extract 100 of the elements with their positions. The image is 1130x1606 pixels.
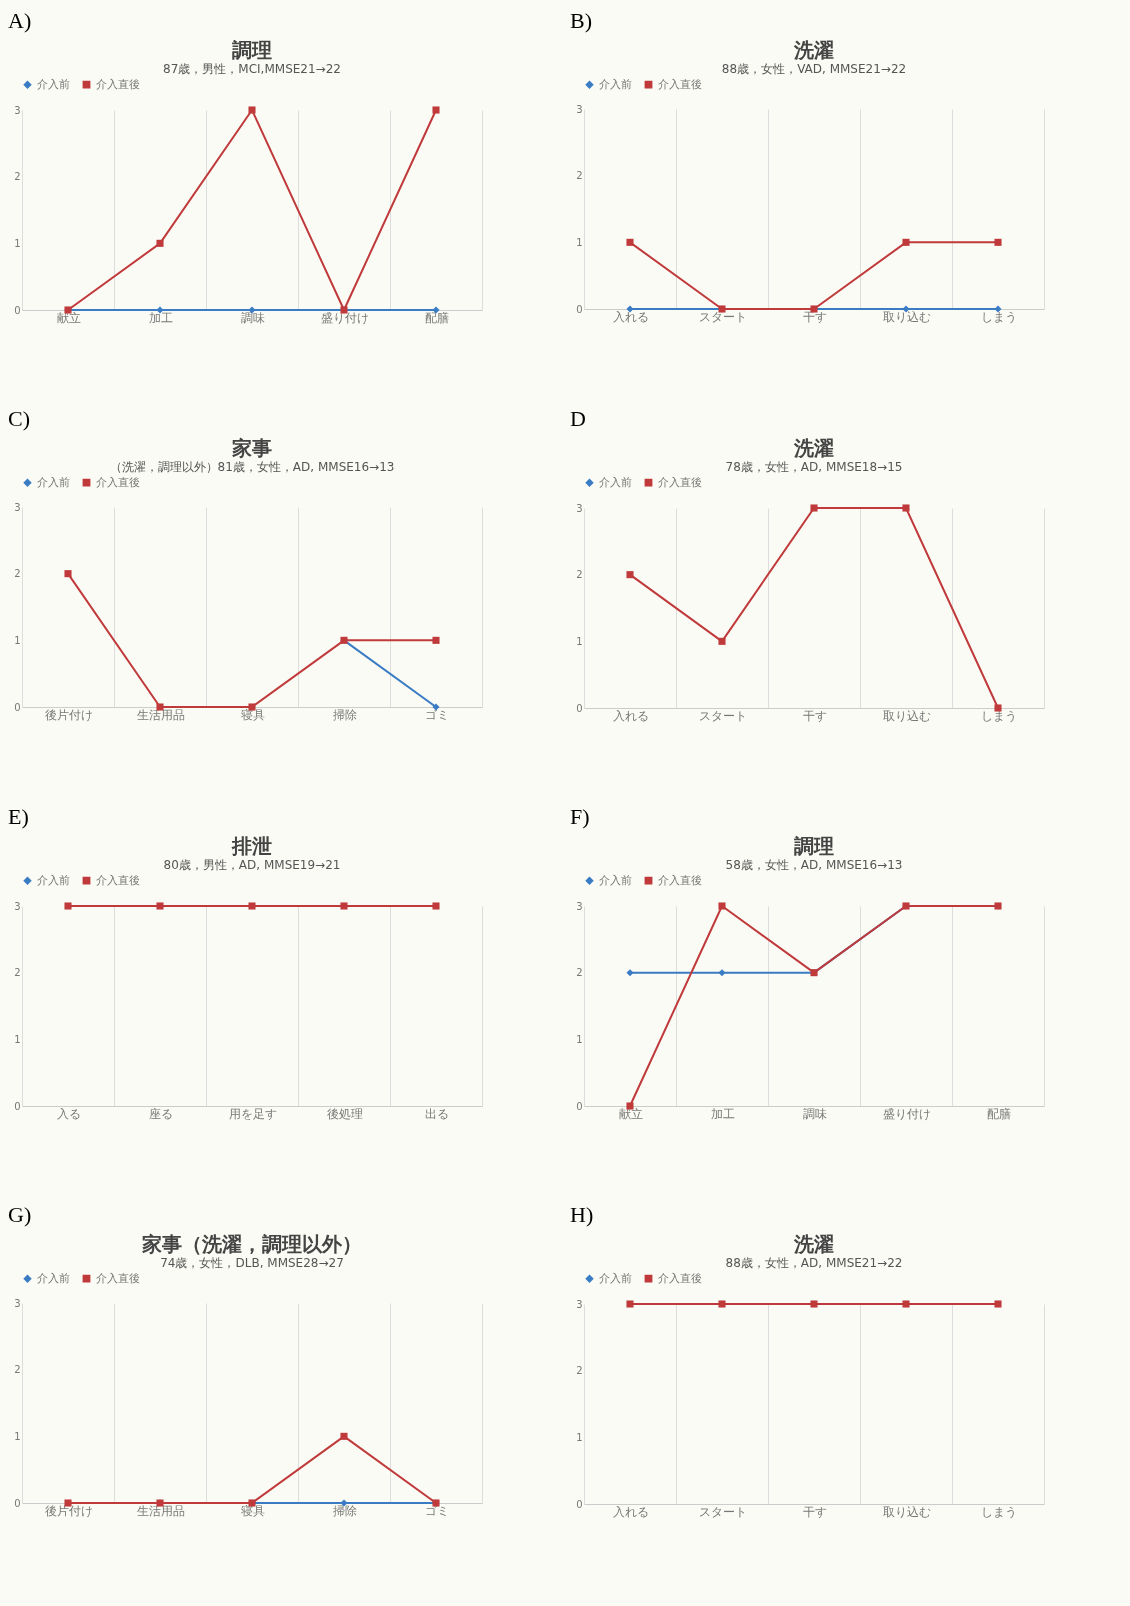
x-tick-label: 生活用品 xyxy=(136,707,185,722)
x-tick-label: 入る xyxy=(56,1106,81,1121)
x-tick-label: 用を足す xyxy=(228,1106,277,1121)
x-tick-label: ゴミ xyxy=(424,1503,449,1518)
x-tick-label: 入れる xyxy=(612,309,649,324)
y-tick-label: 0 xyxy=(14,1497,21,1509)
y-tick-label: 3 xyxy=(14,501,21,513)
x-tick-label: 寝具 xyxy=(240,1503,265,1518)
y-tick-label: 1 xyxy=(576,1033,583,1045)
y-tick-label: 2 xyxy=(576,967,583,979)
x-tick-label: 掃除 xyxy=(332,707,357,722)
legend-label: 介入直後 xyxy=(658,1271,702,1285)
legend-label: 介入前 xyxy=(599,1271,632,1285)
chart-subtitle: （洗濯，調理以外）81歳，女性，AD, MMSE16→13 xyxy=(109,460,395,474)
text: H) xyxy=(570,1202,595,1229)
x-tick-label: 座る xyxy=(148,1106,173,1121)
y-tick-label: 1 xyxy=(576,635,583,647)
y-tick-label: 3 xyxy=(576,1298,583,1310)
x-tick-label: 入れる xyxy=(612,1504,649,1519)
y-tick-label: 3 xyxy=(576,502,583,514)
legend-label: 介入直後 xyxy=(658,77,702,91)
x-tick-label: スタート xyxy=(698,1504,747,1519)
x-tick-label: ゴミ xyxy=(424,707,449,722)
x-tick-label: 干す xyxy=(802,1504,827,1519)
x-tick-label: 後片付け xyxy=(44,707,93,722)
y-tick-label: 0 xyxy=(576,303,583,315)
y-tick-label: 1 xyxy=(14,634,21,646)
legend-label: 介入前 xyxy=(37,873,70,887)
x-tick-label: スタート xyxy=(698,309,747,324)
chart-subtitle: 80歳，男性，AD, MMSE19→21 xyxy=(163,858,341,872)
legend-label: 介入前 xyxy=(599,475,632,489)
x-tick-label: 後片付け xyxy=(44,1503,93,1518)
chart-subtitle: 88歳，女性，AD, MMSE21→22 xyxy=(725,1256,903,1270)
x-tick-label: 干す xyxy=(802,309,827,324)
legend-label: 介入直後 xyxy=(658,873,702,887)
legend-label: 介入直後 xyxy=(96,475,140,489)
x-tick-label: スタート xyxy=(698,708,747,723)
x-tick-label: しまう xyxy=(980,309,1017,324)
text: A) xyxy=(8,8,33,35)
x-tick-label: 出る xyxy=(424,1106,449,1121)
x-tick-label: 配膳 xyxy=(986,1106,1011,1121)
x-tick-label: 配膳 xyxy=(424,310,449,325)
y-tick-label: 2 xyxy=(14,1364,21,1376)
chart-subtitle: 88歳，女性，VAD, MMSE21→22 xyxy=(721,62,907,76)
y-tick-label: 2 xyxy=(14,568,21,580)
y-tick-label: 2 xyxy=(576,170,583,182)
legend-label: 介入前 xyxy=(37,475,70,489)
x-tick-label: 掃除 xyxy=(332,1503,357,1518)
x-tick-label: 寝具 xyxy=(240,707,265,722)
y-tick-label: 0 xyxy=(576,1498,583,1510)
y-tick-label: 2 xyxy=(576,1365,583,1377)
x-tick-label: 盛り付け xyxy=(882,1106,931,1121)
chart-title: 調理 xyxy=(232,38,272,62)
x-tick-label: 盛り付け xyxy=(320,310,369,325)
legend-label: 介入前 xyxy=(599,77,632,91)
legend-label: 介入前 xyxy=(599,873,632,887)
y-tick-label: 3 xyxy=(14,900,21,912)
y-tick-label: 1 xyxy=(14,237,21,249)
x-tick-label: 献立 xyxy=(56,310,81,325)
x-tick-label: 取り込む xyxy=(882,708,931,723)
x-tick-label: 取り込む xyxy=(882,309,931,324)
legend-label: 介入直後 xyxy=(96,77,140,91)
chart-title: 調理 xyxy=(794,834,834,858)
x-tick-label: 生活用品 xyxy=(136,1503,185,1518)
y-tick-label: 1 xyxy=(576,236,583,248)
chart-subtitle: 74歳，女性，DLB, MMSE28→27 xyxy=(160,1256,344,1270)
x-tick-label: 調味 xyxy=(240,310,265,325)
chart-title: 排泄 xyxy=(231,834,272,858)
legend-label: 介入直後 xyxy=(658,475,702,489)
x-tick-label: しまう xyxy=(980,1504,1017,1519)
x-tick-label: 調味 xyxy=(802,1106,827,1121)
y-tick-label: 1 xyxy=(14,1033,21,1045)
y-tick-label: 0 xyxy=(14,1100,21,1112)
text: F) xyxy=(570,804,591,831)
x-tick-label: 入れる xyxy=(612,708,649,723)
text: G) xyxy=(8,1202,33,1229)
chart-title: 洗濯 xyxy=(793,38,834,62)
chart-subtitle: 58歳，女性，AD, MMSE16→13 xyxy=(725,858,903,872)
chart-title: 洗濯 xyxy=(793,436,834,460)
y-tick-label: 3 xyxy=(14,104,21,116)
text: B) xyxy=(570,8,593,35)
legend-label: 介入前 xyxy=(37,1271,70,1285)
x-tick-label: 献立 xyxy=(618,1106,643,1121)
y-tick-label: 1 xyxy=(576,1431,583,1443)
chart-subtitle: 87歳，男性，MCI,MMSE21→22 xyxy=(163,62,341,76)
text: C) xyxy=(8,406,31,433)
y-tick-label: 0 xyxy=(576,1100,583,1112)
y-tick-label: 0 xyxy=(14,701,21,713)
x-tick-label: 加工 xyxy=(148,310,173,325)
legend-label: 介入直後 xyxy=(96,873,140,887)
text: E) xyxy=(8,804,30,831)
y-tick-label: 2 xyxy=(576,569,583,581)
legend-label: 介入前 xyxy=(37,77,70,91)
x-tick-label: 加工 xyxy=(710,1106,735,1121)
x-tick-label: しまう xyxy=(980,708,1017,723)
y-tick-label: 0 xyxy=(14,304,21,316)
y-tick-label: 3 xyxy=(576,900,583,912)
y-tick-label: 1 xyxy=(14,1430,21,1442)
y-tick-label: 3 xyxy=(576,103,583,115)
y-tick-label: 2 xyxy=(14,171,21,183)
